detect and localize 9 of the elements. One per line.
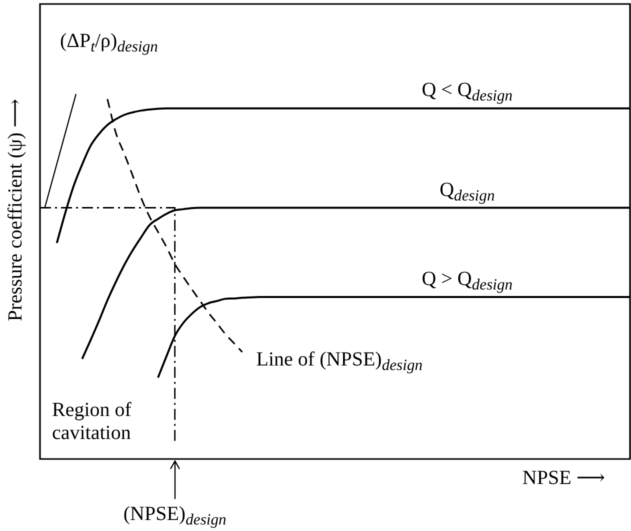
series-label: Line of (NPSE)$_{design}$ [256,348,423,374]
x-axis-title: NPSE ⟶ [522,467,605,490]
text: (ΔP$_{t}$/ρ)$_{design}$ [60,30,158,56]
series-label: Q < Q$_{design}$ [422,79,513,106]
annotation: Region of cavitation [52,399,132,445]
text: (NPSE)$_{design}$ [123,503,226,529]
series-label: Q$_{design}$ [440,178,495,204]
y-axis-title: Pressure coefficient (ψ) ⟶ [4,98,28,321]
series-label: Q > Q$_{design}$ [422,268,513,294]
